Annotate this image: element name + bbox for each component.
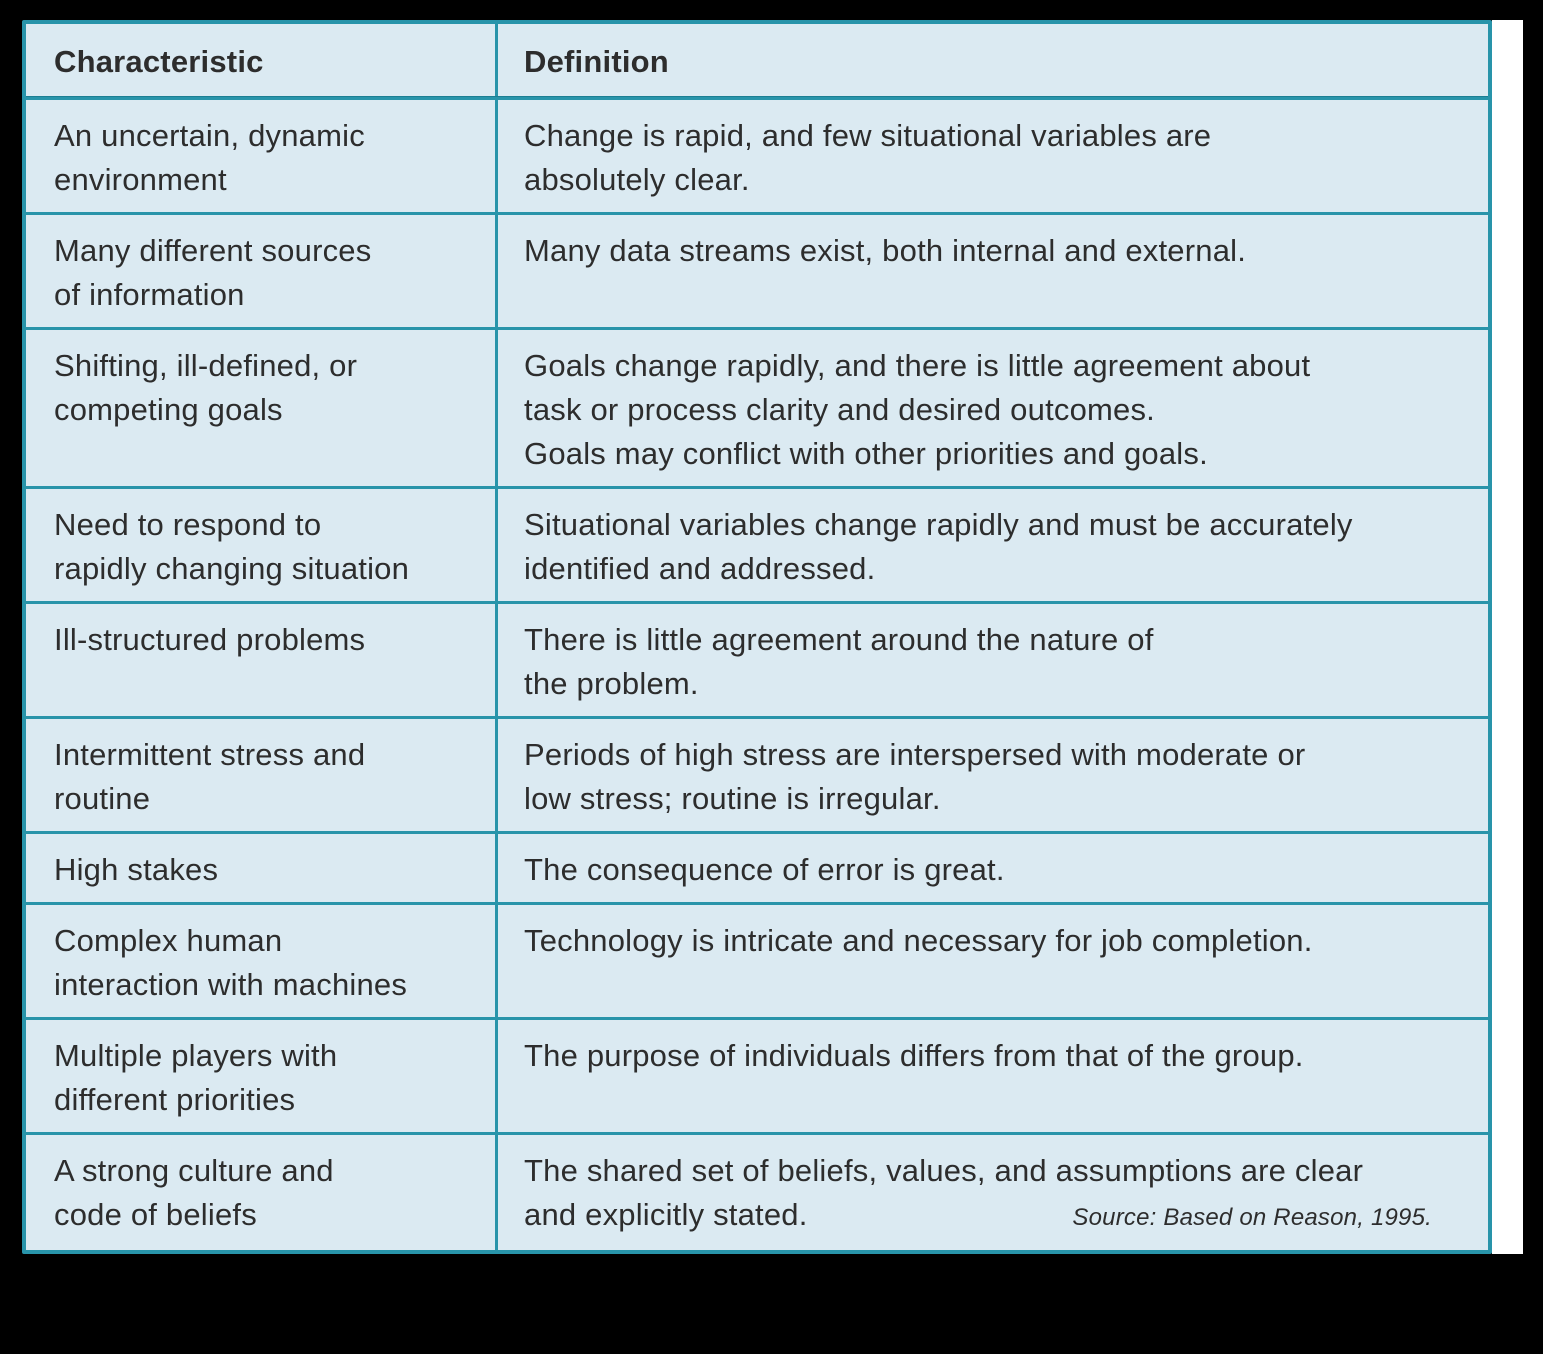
definition-text-line: Situational variables change rapidly and… bbox=[524, 507, 1353, 542]
table-row: A strong culture and code of beliefs The s… bbox=[26, 1132, 1488, 1250]
characteristic-cell: An uncertain, dynamic environment bbox=[26, 100, 498, 212]
characteristic-text-line: High stakes bbox=[54, 852, 219, 887]
table-row: Multiple players with different prioritie… bbox=[26, 1017, 1488, 1132]
definition-text-line: The purpose of individuals differs from … bbox=[524, 1038, 1304, 1073]
table-row: Need to respond to rapidly changing situa… bbox=[26, 486, 1488, 601]
definition-cell: Change is rapid, and few situational var… bbox=[498, 100, 1488, 212]
characteristic-cell: Multiple players with different prioritie… bbox=[26, 1020, 498, 1132]
column-header-label: Definition bbox=[524, 44, 669, 79]
definition-text-line: Goals change rapidly, and there is littl… bbox=[524, 348, 1311, 383]
definition-text-line: The consequence of error is great. bbox=[524, 852, 1005, 887]
table-row: Complex human interaction with machines Te… bbox=[26, 902, 1488, 1017]
characteristic-cell: High stakes bbox=[26, 834, 498, 902]
definition-text-line: Many data streams exist, both internal a… bbox=[524, 233, 1247, 268]
table-row: Ill-structured problems There is little a… bbox=[26, 601, 1488, 716]
definition-cell: Periods of high stress are interspersed … bbox=[498, 719, 1488, 831]
characteristic-text-line: environment bbox=[54, 162, 227, 197]
table-row: An uncertain, dynamic environment Change i… bbox=[26, 97, 1488, 212]
characteristic-text-line: competing goals bbox=[54, 392, 283, 427]
definition-cell: There is little agreement around the nat… bbox=[498, 604, 1488, 716]
characteristic-text-line: Ill-structured problems bbox=[54, 622, 366, 657]
definition-text-line: and explicitly stated. bbox=[524, 1197, 808, 1232]
definition-text-line: the problem. bbox=[524, 666, 699, 701]
definition-cell: Many data streams exist, both internal a… bbox=[498, 215, 1488, 327]
characteristic-text-line: different priorities bbox=[54, 1082, 296, 1117]
characteristic-text-line: Need to respond to bbox=[54, 507, 322, 542]
characteristic-text-line: A strong culture and bbox=[54, 1153, 334, 1188]
column-header-label: Characteristic bbox=[54, 44, 264, 79]
definition-cell: Goals change rapidly, and there is littl… bbox=[498, 330, 1488, 486]
table-row: Intermittent stress and routine Periods of… bbox=[26, 716, 1488, 831]
column-header-definition: Definition bbox=[498, 24, 1488, 96]
page-margin-strip bbox=[1492, 20, 1523, 1254]
table-header-row: Characteristic Definition bbox=[26, 24, 1488, 97]
characteristic-cell: Many different sources of information bbox=[26, 215, 498, 327]
definition-cell: The shared set of beliefs, values, and a… bbox=[498, 1135, 1488, 1250]
table-row: Many different sources of information Many… bbox=[26, 212, 1488, 327]
characteristic-cell: Complex human interaction with machines bbox=[26, 905, 498, 1017]
characteristic-text-line: Complex human bbox=[54, 923, 283, 958]
characteristic-cell: Need to respond to rapidly changing situa… bbox=[26, 489, 498, 601]
characteristic-text-line: Multiple players with bbox=[54, 1038, 338, 1073]
definition-cell: Situational variables change rapidly and… bbox=[498, 489, 1488, 601]
definition-text-line: Change is rapid, and few situational var… bbox=[524, 118, 1212, 153]
definition-text-line: low stress; routine is irregular. bbox=[524, 781, 941, 816]
definition-cell: The consequence of error is great. bbox=[498, 834, 1488, 902]
characteristic-cell: A strong culture and code of beliefs bbox=[26, 1135, 498, 1250]
table-row: Shifting, ill-defined, or competing goals… bbox=[26, 327, 1488, 486]
characteristic-text-line: routine bbox=[54, 781, 151, 816]
characteristic-cell: Intermittent stress and routine bbox=[26, 719, 498, 831]
definition-text-line: The shared set of beliefs, values, and a… bbox=[524, 1153, 1364, 1188]
definition-text-line: Goals may conflict with other priorities… bbox=[524, 436, 1208, 471]
characteristics-table: Characteristic Definition An uncertain, … bbox=[22, 20, 1492, 1254]
definition-cell: The purpose of individuals differs from … bbox=[498, 1020, 1488, 1132]
characteristic-cell: Shifting, ill-defined, or competing goals bbox=[26, 330, 498, 486]
definition-line-with-source: and explicitly stated. Source: Based on R… bbox=[524, 1193, 1468, 1240]
definition-text-line: task or process clarity and desired outc… bbox=[524, 392, 1155, 427]
characteristic-text-line: of information bbox=[54, 277, 245, 312]
definition-text-line: absolutely clear. bbox=[524, 162, 750, 197]
characteristic-cell: Ill-structured problems bbox=[26, 604, 498, 716]
characteristic-text-line: code of beliefs bbox=[54, 1197, 257, 1232]
definition-text-line: Technology is intricate and necessary fo… bbox=[524, 923, 1313, 958]
table-row: High stakes The consequence of error is g… bbox=[26, 831, 1488, 902]
definition-text-line: Periods of high stress are interspersed … bbox=[524, 737, 1306, 772]
characteristic-text-line: interaction with machines bbox=[54, 967, 408, 1002]
definition-text-line: identified and addressed. bbox=[524, 551, 876, 586]
characteristic-text-line: Many different sources bbox=[54, 233, 372, 268]
definition-cell: Technology is intricate and necessary fo… bbox=[498, 905, 1488, 1017]
definition-text-line: There is little agreement around the nat… bbox=[524, 622, 1154, 657]
source-note: Source: Based on Reason, 1995. bbox=[1072, 1204, 1432, 1231]
document-area: Characteristic Definition An uncertain, … bbox=[22, 20, 1523, 1254]
table-body: An uncertain, dynamic environment Change i… bbox=[26, 97, 1488, 1250]
characteristic-text-line: rapidly changing situation bbox=[54, 551, 410, 586]
characteristic-text-line: Intermittent stress and bbox=[54, 737, 366, 772]
column-header-characteristic: Characteristic bbox=[26, 24, 498, 96]
characteristic-text-line: An uncertain, dynamic bbox=[54, 118, 365, 153]
characteristic-text-line: Shifting, ill-defined, or bbox=[54, 348, 358, 383]
